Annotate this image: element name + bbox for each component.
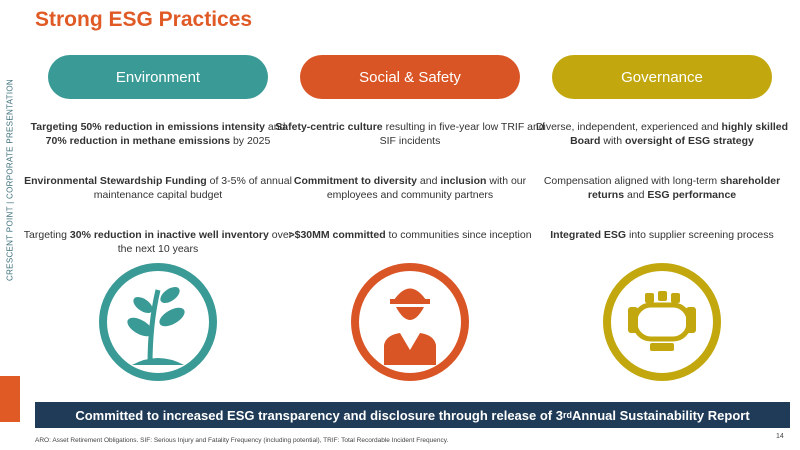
- text-run: ESG performance: [647, 189, 737, 201]
- text-run: by 2025: [230, 135, 271, 147]
- text-run: into supplier screening process: [626, 229, 774, 241]
- text-run: shareholder returns: [587, 175, 781, 201]
- text-run: highly skilled Board: [570, 121, 789, 147]
- text-run: 30% reduction in inactive well inventory: [69, 229, 269, 241]
- bullet-text: Diverse, independent, experienced and hi…: [527, 120, 797, 148]
- text-run: oversight of ESG strategy: [624, 135, 754, 147]
- text-run: Committed to increased ESG transparency …: [75, 407, 563, 423]
- text-run: and: [416, 175, 441, 187]
- bullet-text: Commitment to diversity and inclusion wi…: [275, 174, 545, 202]
- sidebar: CRESCENT POINT | CORPORATE PRESENTATION: [0, 0, 20, 450]
- bullet-text: Compensation aligned with long-term shar…: [527, 174, 797, 202]
- banner: Committed to increased ESG transparency …: [35, 402, 790, 428]
- text-run: Annual Sustainability Report: [571, 407, 750, 423]
- text-run: Diverse, independent, experienced and: [535, 121, 722, 133]
- bullet-text: Safety-centric culture resulting in five…: [275, 120, 545, 148]
- title: Strong ESG Practices: [35, 8, 253, 31]
- text-run: and: [624, 189, 648, 201]
- text-run: Safety-centric culture: [275, 121, 383, 133]
- bullet-text: >$30MM committed to communities since in…: [275, 228, 545, 242]
- text-run: rd: [562, 410, 572, 420]
- text-run: to communities since inception: [385, 229, 532, 241]
- safety-icon: [351, 263, 469, 381]
- bullet-text: Integrated ESG into supplier screening p…: [527, 228, 797, 242]
- text-run: Integrated ESG: [550, 229, 627, 241]
- sidebar-block: [0, 376, 20, 422]
- bullet-text: Targeting 50% reduction in emissions int…: [23, 120, 293, 148]
- environment-icon: [99, 263, 217, 381]
- bullet-text: Targeting 30% reduction in inactive well…: [23, 228, 293, 256]
- text-run: of 3-5% of annual maintenance capital bu…: [93, 175, 292, 201]
- text-run: and: [264, 121, 286, 133]
- text-run: Targeting 50% reduction in emissions int…: [30, 121, 265, 133]
- text-run: with: [600, 135, 625, 147]
- page-number: 14: [776, 433, 784, 440]
- text-run: Environmental Stewardship Funding: [24, 175, 207, 187]
- pill-heading: Social & Safety: [300, 55, 520, 99]
- text-run: inclusion: [440, 175, 487, 187]
- text-run: over the next 10 years: [117, 229, 293, 255]
- bullet-text: Environmental Stewardship Funding of 3-5…: [23, 174, 293, 202]
- pill-heading: Environment: [48, 55, 268, 99]
- text-run: 70% reduction in methane emissions: [45, 135, 231, 147]
- footnote: ARO: Asset Retirement Obligations. SIF: …: [35, 437, 449, 444]
- sidebar-text: CRESCENT POINT | CORPORATE PRESENTATION: [5, 79, 15, 281]
- text-run: Compensation aligned with long-term: [543, 175, 721, 187]
- text-run: with our employees and community partner…: [326, 175, 527, 201]
- text-run: >$30MM committed: [288, 229, 386, 241]
- icons: [99, 263, 721, 381]
- governance-icon: [603, 263, 721, 381]
- text-run: resulting in five-year low TRIF and SIF …: [379, 121, 545, 147]
- pill-heading: Governance: [552, 55, 772, 99]
- text-run: Targeting: [23, 229, 70, 241]
- text-run: Commitment to diversity: [293, 175, 417, 187]
